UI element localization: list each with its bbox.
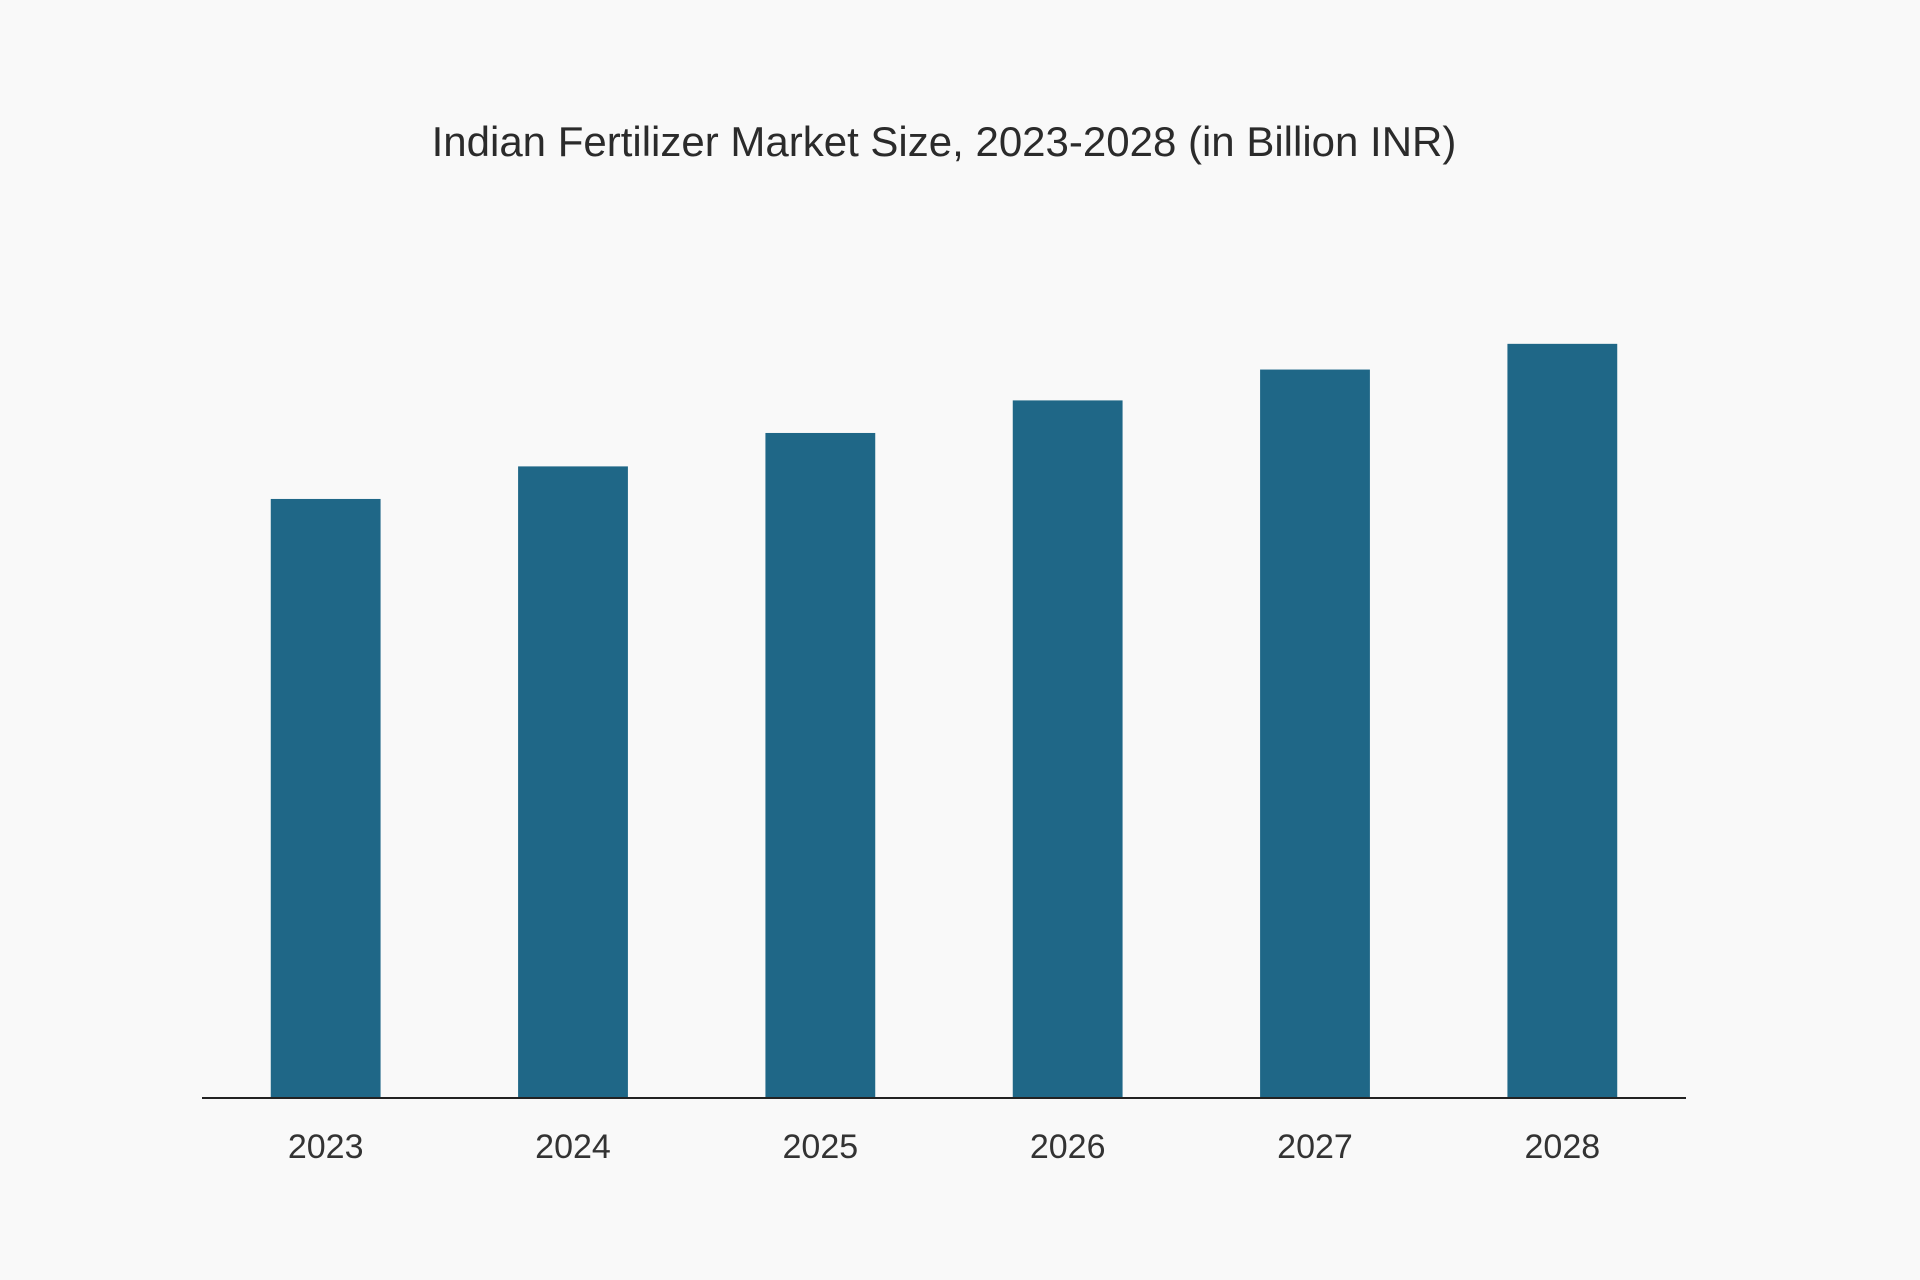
x-tick-label: 2025 <box>783 1128 859 1166</box>
x-tick-label: 2026 <box>1030 1128 1106 1166</box>
chart-title: Indian Fertilizer Market Size, 2023-2028… <box>432 118 1457 165</box>
bar <box>1260 369 1370 1098</box>
bar <box>1012 400 1123 1099</box>
x-tick-label: 2024 <box>535 1128 611 1166</box>
bar <box>518 466 628 1098</box>
x-tick-label: 2023 <box>288 1128 364 1166</box>
bar <box>1507 343 1618 1099</box>
x-tick-label: 2027 <box>1277 1128 1353 1166</box>
x-tick-label: 2028 <box>1525 1128 1601 1166</box>
bar <box>270 498 381 1098</box>
bar <box>765 432 876 1098</box>
